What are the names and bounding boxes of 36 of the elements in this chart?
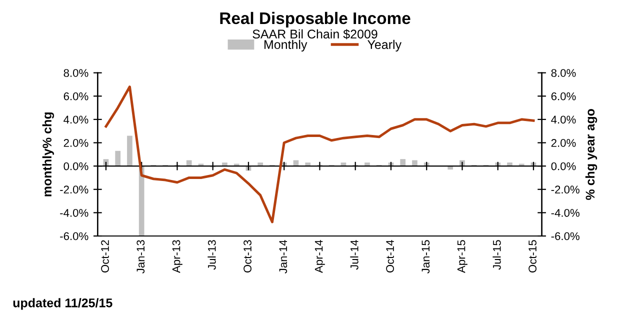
legend-label: Monthly bbox=[264, 40, 308, 52]
y-tick-label: -6.0% bbox=[60, 232, 88, 240]
y-tick-label: 2.0% bbox=[64, 139, 88, 147]
y-tick-label: 8.0% bbox=[64, 69, 88, 77]
y-tick-label: 4.0% bbox=[64, 116, 88, 124]
y2-tick-label: 6.0% bbox=[551, 92, 576, 100]
x-tick-label: Jul-14 bbox=[350, 240, 358, 270]
x-tick-label: Jan-14 bbox=[279, 240, 288, 274]
chart-title: Real Disposable Income bbox=[220, 12, 410, 28]
y2-tick-label: 4.0% bbox=[551, 116, 576, 124]
y2-tick-label: 8.0% bbox=[551, 69, 576, 77]
x-tick-label: Jul-13 bbox=[208, 240, 216, 270]
y-tick-label: 0.0% bbox=[64, 162, 88, 170]
y-tick-label: -2.0% bbox=[60, 186, 88, 194]
y2-tick-label: -6.0% bbox=[551, 232, 580, 240]
x-tick-label: Oct-15 bbox=[528, 240, 536, 272]
y-axis-title: monthly% chg bbox=[42, 112, 54, 196]
chart-subtitle: SAAR Bil Chain $2009 bbox=[252, 29, 378, 40]
y2-tick-label: -4.0% bbox=[551, 208, 580, 217]
x-tick-label: Jan-15 bbox=[422, 240, 430, 274]
y2-tick-label: 0.0% bbox=[551, 162, 576, 170]
y2-tick-label: -2.0% bbox=[551, 186, 580, 194]
x-tick-label: Apr-13 bbox=[172, 240, 182, 273]
y-tick-label: -4.0% bbox=[60, 208, 88, 217]
y2-axis-title: % chg year ago bbox=[585, 109, 598, 200]
x-tick-label: Jul-15 bbox=[492, 240, 501, 270]
x-tick-label: Apr-14 bbox=[314, 240, 325, 273]
x-tick-label: Apr-15 bbox=[457, 240, 468, 273]
x-tick-label: Oct-12 bbox=[101, 240, 109, 272]
x-tick-label: Oct-13 bbox=[244, 240, 252, 272]
legend-label: Yearly bbox=[368, 40, 402, 52]
y-tick-label: 6.0% bbox=[64, 92, 88, 100]
x-tick-label: Oct-14 bbox=[386, 240, 394, 272]
y2-tick-label: 2.0% bbox=[551, 139, 576, 147]
text: updated 11/25/15 bbox=[13, 298, 112, 310]
x-tick-label: Jan-13 bbox=[136, 240, 145, 274]
